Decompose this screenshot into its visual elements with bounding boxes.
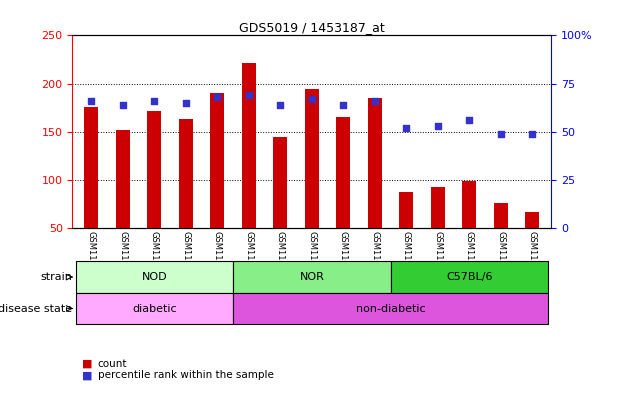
Bar [179,119,193,228]
Point [338,101,348,108]
Bar [336,117,350,228]
Bar [242,63,256,228]
Point [464,117,474,123]
Bar [76,261,233,293]
Text: C57BL/6: C57BL/6 [446,272,493,282]
Bar [494,203,508,228]
Point [275,101,285,108]
Bar [273,138,287,228]
Point [244,92,254,98]
Text: percentile rank within the sample: percentile rank within the sample [98,370,273,380]
Text: ■: ■ [82,358,93,369]
Title: GDS5019 / 1453187_at: GDS5019 / 1453187_at [239,21,385,34]
Point [307,96,317,102]
Text: NOR: NOR [299,272,324,282]
Point [149,98,159,104]
Text: non-diabetic: non-diabetic [356,303,425,314]
Bar [84,107,98,228]
Text: ■: ■ [82,370,93,380]
Bar [431,187,445,228]
Text: disease state: disease state [0,303,72,314]
Bar [76,293,233,324]
Bar [147,112,161,228]
Point [433,123,443,129]
Bar [462,181,476,228]
Bar [525,211,539,228]
Text: strain: strain [40,272,72,282]
Bar [233,293,548,324]
Point [370,98,380,104]
Point [86,98,96,104]
Bar [233,261,391,293]
Text: NOD: NOD [142,272,167,282]
Bar [210,93,224,228]
Bar [116,130,130,228]
Point [527,130,537,137]
Point [496,130,506,137]
Text: diabetic: diabetic [132,303,176,314]
Point [212,94,222,100]
Bar [399,192,413,228]
Point [118,101,128,108]
Bar [391,261,548,293]
Point [401,125,411,131]
Bar [305,89,319,228]
Bar [368,98,382,228]
Text: count: count [98,358,127,369]
Point [181,99,191,106]
